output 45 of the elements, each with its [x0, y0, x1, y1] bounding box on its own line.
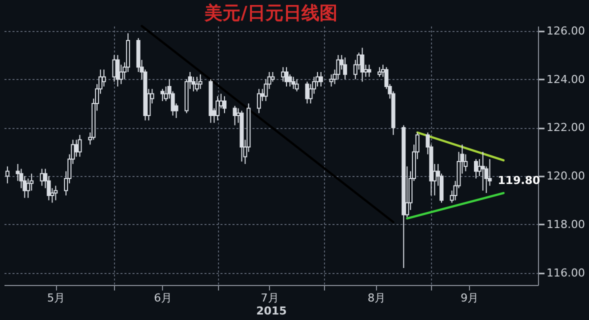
candlestick: [194, 76, 199, 92]
candlestick: [360, 47, 364, 82]
candlestick: [40, 168, 44, 186]
x-tick-label: 6月: [154, 292, 172, 304]
candlestick: [336, 54, 340, 80]
candlestick: [26, 178, 30, 198]
y-tick-label: 116.00: [546, 266, 585, 280]
candlestick: [256, 88, 261, 114]
candlestick: [232, 105, 237, 126]
candlestick: [102, 69, 106, 88]
candlestick: [281, 66, 286, 82]
candlestick: [367, 64, 372, 78]
x-tick-label: 9月: [460, 292, 479, 304]
candlestick: [74, 139, 78, 158]
x-tick-label: 5月: [47, 292, 66, 304]
y-tick-label: 118.00: [546, 218, 585, 231]
candlestick: [284, 66, 289, 88]
candlestick: [54, 185, 58, 201]
candlestick: [288, 74, 292, 88]
candlestick: [191, 76, 196, 92]
annotation: 119.80: [498, 174, 541, 187]
y-tick-label: 126.00: [546, 24, 585, 38]
candlestick: [474, 158, 478, 179]
candlestick: [291, 76, 296, 90]
candlestick: [480, 151, 485, 192]
candlestick: [305, 81, 310, 104]
x-tick-label: 8月: [368, 292, 386, 304]
candlestick: [160, 88, 164, 102]
y-tick-label: 120.00: [546, 170, 585, 183]
y-tick-label: 122.00: [546, 121, 585, 134]
candlestick: [198, 74, 202, 90]
candlestick: [343, 56, 348, 80]
candlestick: [270, 71, 275, 82]
candlestick: [216, 96, 220, 121]
candlestick: [378, 66, 382, 78]
x-tick-label: 7月: [260, 292, 279, 304]
candlestick: [318, 71, 323, 88]
x-axis-title: 2015: [256, 304, 287, 318]
candlestick: [294, 78, 299, 92]
chart-title: 美元/日元日线图: [204, 2, 338, 24]
y-tick-label: 124.00: [546, 72, 585, 86]
candlestick: [222, 96, 226, 114]
candlestick: [116, 54, 120, 88]
candlestick: [78, 134, 82, 158]
candlestick: [5, 166, 10, 184]
